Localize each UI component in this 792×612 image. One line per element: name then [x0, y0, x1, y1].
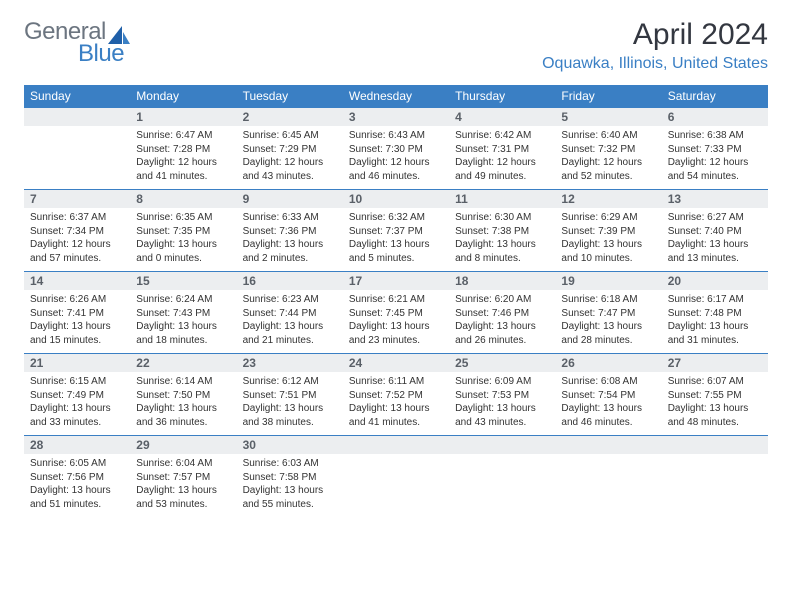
day-number: 26 — [555, 354, 661, 373]
day-number — [449, 436, 555, 455]
day-detail: Sunrise: 6:37 AMSunset: 7:34 PMDaylight:… — [24, 208, 130, 272]
day-detail: Sunrise: 6:45 AMSunset: 7:29 PMDaylight:… — [237, 126, 343, 190]
day-number: 4 — [449, 108, 555, 127]
day-detail: Sunrise: 6:11 AMSunset: 7:52 PMDaylight:… — [343, 372, 449, 436]
day-number: 23 — [237, 354, 343, 373]
weekday-header: Wednesday — [343, 85, 449, 108]
day-number: 30 — [237, 436, 343, 455]
day-detail-row: Sunrise: 6:47 AMSunset: 7:28 PMDaylight:… — [24, 126, 768, 190]
day-number: 25 — [449, 354, 555, 373]
day-number-row: 21222324252627 — [24, 354, 768, 373]
day-detail: Sunrise: 6:47 AMSunset: 7:28 PMDaylight:… — [130, 126, 236, 190]
day-number: 9 — [237, 190, 343, 209]
day-detail: Sunrise: 6:26 AMSunset: 7:41 PMDaylight:… — [24, 290, 130, 354]
day-number: 6 — [662, 108, 768, 127]
day-number: 19 — [555, 272, 661, 291]
day-detail: Sunrise: 6:08 AMSunset: 7:54 PMDaylight:… — [555, 372, 661, 436]
day-number: 5 — [555, 108, 661, 127]
weekday-header: Monday — [130, 85, 236, 108]
day-number: 18 — [449, 272, 555, 291]
weekday-header-row: SundayMondayTuesdayWednesdayThursdayFrid… — [24, 85, 768, 108]
day-number: 29 — [130, 436, 236, 455]
day-detail: Sunrise: 6:03 AMSunset: 7:58 PMDaylight:… — [237, 454, 343, 517]
day-number: 13 — [662, 190, 768, 209]
day-number: 22 — [130, 354, 236, 373]
day-number: 15 — [130, 272, 236, 291]
day-number: 11 — [449, 190, 555, 209]
day-detail: Sunrise: 6:20 AMSunset: 7:46 PMDaylight:… — [449, 290, 555, 354]
weekday-header: Sunday — [24, 85, 130, 108]
day-detail: Sunrise: 6:04 AMSunset: 7:57 PMDaylight:… — [130, 454, 236, 517]
day-detail: Sunrise: 6:43 AMSunset: 7:30 PMDaylight:… — [343, 126, 449, 190]
day-detail — [449, 454, 555, 517]
day-detail — [662, 454, 768, 517]
day-detail: Sunrise: 6:14 AMSunset: 7:50 PMDaylight:… — [130, 372, 236, 436]
day-number — [662, 436, 768, 455]
day-detail: Sunrise: 6:30 AMSunset: 7:38 PMDaylight:… — [449, 208, 555, 272]
day-number: 12 — [555, 190, 661, 209]
day-number-row: 78910111213 — [24, 190, 768, 209]
day-detail: Sunrise: 6:40 AMSunset: 7:32 PMDaylight:… — [555, 126, 661, 190]
header: General Blue April 2024 Oquawka, Illinoi… — [0, 0, 792, 77]
day-detail: Sunrise: 6:07 AMSunset: 7:55 PMDaylight:… — [662, 372, 768, 436]
day-detail — [24, 126, 130, 190]
day-detail-row: Sunrise: 6:37 AMSunset: 7:34 PMDaylight:… — [24, 208, 768, 272]
brand-part2: Blue — [78, 40, 124, 68]
day-number: 2 — [237, 108, 343, 127]
day-detail: Sunrise: 6:23 AMSunset: 7:44 PMDaylight:… — [237, 290, 343, 354]
day-number: 21 — [24, 354, 130, 373]
title-block: April 2024 Oquawka, Illinois, United Sta… — [542, 18, 768, 73]
day-detail: Sunrise: 6:17 AMSunset: 7:48 PMDaylight:… — [662, 290, 768, 354]
day-number: 17 — [343, 272, 449, 291]
day-detail — [343, 454, 449, 517]
weekday-header: Tuesday — [237, 85, 343, 108]
day-detail-row: Sunrise: 6:05 AMSunset: 7:56 PMDaylight:… — [24, 454, 768, 517]
day-detail: Sunrise: 6:24 AMSunset: 7:43 PMDaylight:… — [130, 290, 236, 354]
day-number — [24, 108, 130, 127]
day-detail: Sunrise: 6:29 AMSunset: 7:39 PMDaylight:… — [555, 208, 661, 272]
day-detail-row: Sunrise: 6:26 AMSunset: 7:41 PMDaylight:… — [24, 290, 768, 354]
weekday-header: Thursday — [449, 85, 555, 108]
day-number: 20 — [662, 272, 768, 291]
day-number-row: 282930 — [24, 436, 768, 455]
day-number-row: 123456 — [24, 108, 768, 127]
location-text: Oquawka, Illinois, United States — [542, 55, 768, 73]
day-detail: Sunrise: 6:35 AMSunset: 7:35 PMDaylight:… — [130, 208, 236, 272]
brand-logo: General Blue — [24, 18, 130, 68]
day-number — [343, 436, 449, 455]
day-number: 8 — [130, 190, 236, 209]
day-detail: Sunrise: 6:32 AMSunset: 7:37 PMDaylight:… — [343, 208, 449, 272]
day-number: 3 — [343, 108, 449, 127]
weekday-header: Saturday — [662, 85, 768, 108]
day-detail: Sunrise: 6:05 AMSunset: 7:56 PMDaylight:… — [24, 454, 130, 517]
day-number: 10 — [343, 190, 449, 209]
day-detail: Sunrise: 6:09 AMSunset: 7:53 PMDaylight:… — [449, 372, 555, 436]
day-detail: Sunrise: 6:42 AMSunset: 7:31 PMDaylight:… — [449, 126, 555, 190]
day-number: 28 — [24, 436, 130, 455]
day-detail: Sunrise: 6:12 AMSunset: 7:51 PMDaylight:… — [237, 372, 343, 436]
day-number — [555, 436, 661, 455]
day-detail-row: Sunrise: 6:15 AMSunset: 7:49 PMDaylight:… — [24, 372, 768, 436]
day-detail: Sunrise: 6:18 AMSunset: 7:47 PMDaylight:… — [555, 290, 661, 354]
day-detail: Sunrise: 6:33 AMSunset: 7:36 PMDaylight:… — [237, 208, 343, 272]
day-detail: Sunrise: 6:38 AMSunset: 7:33 PMDaylight:… — [662, 126, 768, 190]
weekday-header: Friday — [555, 85, 661, 108]
day-detail — [555, 454, 661, 517]
day-number: 27 — [662, 354, 768, 373]
day-number: 1 — [130, 108, 236, 127]
day-detail: Sunrise: 6:15 AMSunset: 7:49 PMDaylight:… — [24, 372, 130, 436]
day-number: 16 — [237, 272, 343, 291]
calendar-table: SundayMondayTuesdayWednesdayThursdayFrid… — [24, 85, 768, 517]
day-detail: Sunrise: 6:27 AMSunset: 7:40 PMDaylight:… — [662, 208, 768, 272]
month-title: April 2024 — [542, 18, 768, 51]
day-number-row: 14151617181920 — [24, 272, 768, 291]
day-number: 7 — [24, 190, 130, 209]
day-number: 24 — [343, 354, 449, 373]
day-detail: Sunrise: 6:21 AMSunset: 7:45 PMDaylight:… — [343, 290, 449, 354]
day-number: 14 — [24, 272, 130, 291]
